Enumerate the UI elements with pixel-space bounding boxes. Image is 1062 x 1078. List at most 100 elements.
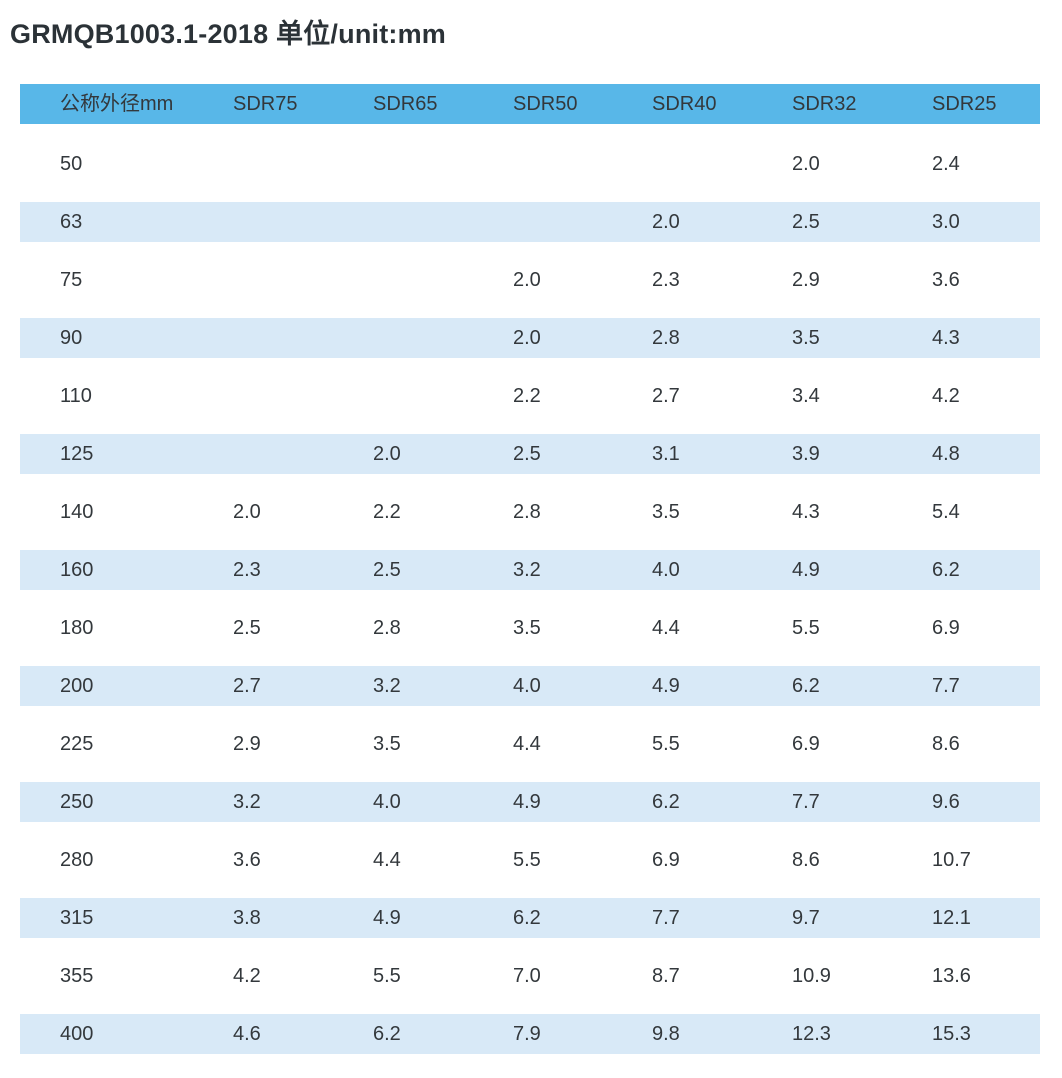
table-header-row: 公称外径mm SDR75 SDR65 SDR50 SDR40 SDR32 SDR… [20,84,1040,124]
wall-thickness-value: 7.9 [513,1023,541,1045]
wall-thickness-value: 4.3 [792,501,820,523]
table-row: 160 2.3 2.5 3.2 4.0 4.9 6.2 [20,550,1040,590]
wall-thickness-value: 2.0 [233,501,261,523]
wall-thickness-value: 10.9 [792,965,831,987]
wall-thickness-value: 8.6 [792,849,820,871]
page-title: GRMQB1003.1-2018 单位/unit:mm [10,19,447,49]
wall-thickness-value: 6.2 [932,559,960,581]
wall-thickness-value: 3.6 [233,849,261,871]
wall-thickness-value: 4.4 [373,849,401,871]
row-diameter-label: 180 [60,617,94,639]
wall-thickness-value: 3.5 [373,733,401,755]
table-row: 315 3.8 4.9 6.2 7.7 9.7 12.1 [20,898,1040,938]
wall-thickness-value: 4.0 [373,791,401,813]
column-header-sdr40: SDR40 [652,93,717,115]
wall-thickness-value: 4.9 [373,907,401,929]
table-row: 110 2.2 2.7 3.4 4.2 [20,376,1040,416]
table-row: 63 2.0 2.5 3.0 [20,202,1040,242]
row-diameter-label: 200 [60,675,94,697]
wall-thickness-value: 3.2 [233,791,261,813]
wall-thickness-value: 6.2 [373,1023,401,1045]
wall-thickness-value: 2.3 [652,269,680,291]
wall-thickness-value: 5.5 [373,965,401,987]
wall-thickness-value: 8.6 [932,733,960,755]
wall-thickness-value: 4.4 [652,617,680,639]
wall-thickness-value: 3.5 [652,501,680,523]
wall-thickness-value: 4.6 [233,1023,261,1045]
wall-thickness-value: 3.2 [513,559,541,581]
row-diameter-label: 75 [60,269,83,291]
wall-thickness-value: 2.0 [792,153,820,175]
column-header-sdr50: SDR50 [513,93,578,115]
table-row: 400 4.6 6.2 7.9 9.8 12.3 15.3 [20,1014,1040,1054]
table-row: 280 3.6 4.4 5.5 6.9 8.6 10.7 [20,840,1040,880]
table-row: 50 2.0 2.4 [20,144,1040,184]
wall-thickness-value: 8.7 [652,965,680,987]
wall-thickness-value: 3.9 [792,443,820,465]
column-header-sdr75: SDR75 [233,93,298,115]
wall-thickness-value: 2.0 [513,327,541,349]
wall-thickness-value: 2.5 [513,443,541,465]
wall-thickness-value: 3.5 [792,327,820,349]
wall-thickness-value: 9.8 [652,1023,680,1045]
wall-thickness-value: 4.2 [233,965,261,987]
wall-thickness-value: 4.9 [652,675,680,697]
wall-thickness-value: 4.0 [513,675,541,697]
wall-thickness-value: 2.2 [513,385,541,407]
column-header-sdr25: SDR25 [932,93,997,115]
column-header-sdr32: SDR32 [792,93,857,115]
row-diameter-label: 110 [60,385,92,407]
wall-thickness-value: 4.2 [932,385,960,407]
row-diameter-label: 125 [60,443,94,465]
wall-thickness-value: 6.2 [652,791,680,813]
wall-thickness-value: 4.8 [932,443,960,465]
wall-thickness-value: 2.7 [233,675,261,697]
wall-thickness-value: 4.9 [513,791,541,813]
wall-thickness-value: 5.5 [792,617,820,639]
wall-thickness-value: 6.9 [932,617,960,639]
wall-thickness-value: 6.9 [652,849,680,871]
wall-thickness-value: 2.0 [373,443,401,465]
wall-thickness-value: 2.8 [513,501,541,523]
wall-thickness-value: 3.6 [932,269,960,291]
wall-thickness-value: 3.1 [652,443,680,465]
wall-thickness-value: 2.5 [233,617,261,639]
wall-thickness-value: 3.5 [513,617,541,639]
column-header-diameter: 公称外径mm [60,93,174,115]
table-row: 250 3.2 4.0 4.9 6.2 7.7 9.6 [20,782,1040,822]
wall-thickness-value: 2.9 [233,733,261,755]
wall-thickness-value: 3.2 [373,675,401,697]
row-diameter-label: 90 [60,327,83,349]
wall-thickness-value: 5.5 [652,733,680,755]
wall-thickness-value: 2.8 [652,327,680,349]
wall-thickness-value: 6.2 [792,675,820,697]
wall-thickness-value: 4.4 [513,733,541,755]
wall-thickness-value: 7.7 [652,907,680,929]
table-body: 50 2.0 2.4 63 2.0 2.5 3.0 75 2.0 2.3 2.9 3.6 90 2.0 2.… [20,144,1040,1054]
table-row: 125 2.0 2.5 3.1 3.9 4.8 [20,434,1040,474]
table-row: 75 2.0 2.3 2.9 3.6 [20,260,1040,300]
wall-thickness-value: 2.5 [373,559,401,581]
wall-thickness-value: 2.9 [792,269,820,291]
row-diameter-label: 315 [60,907,94,929]
row-diameter-label: 355 [60,965,94,987]
row-diameter-label: 225 [60,733,94,755]
wall-thickness-value: 3.0 [932,211,960,233]
wall-thickness-value: 2.0 [513,269,541,291]
wall-thickness-value: 9.6 [932,791,960,813]
wall-thickness-value: 7.0 [513,965,541,987]
wall-thickness-value: 10.7 [932,849,971,871]
wall-thickness-value: 2.0 [652,211,680,233]
wall-thickness-value: 6.9 [792,733,820,755]
wall-thickness-value: 2.5 [792,211,820,233]
wall-thickness-value: 3.8 [233,907,261,929]
wall-thickness-value: 3.4 [792,385,820,407]
row-diameter-label: 50 [60,153,83,175]
table-row: 180 2.5 2.8 3.5 4.4 5.5 6.9 [20,608,1040,648]
wall-thickness-value: 4.0 [652,559,680,581]
row-diameter-label: 140 [60,501,94,523]
table-row: 200 2.7 3.2 4.0 4.9 6.2 7.7 [20,666,1040,706]
table-row: 140 2.0 2.2 2.8 3.5 4.3 5.4 [20,492,1040,532]
wall-thickness-value: 4.9 [792,559,820,581]
table-row: 355 4.2 5.5 7.0 8.7 10.9 13.6 [20,956,1040,996]
